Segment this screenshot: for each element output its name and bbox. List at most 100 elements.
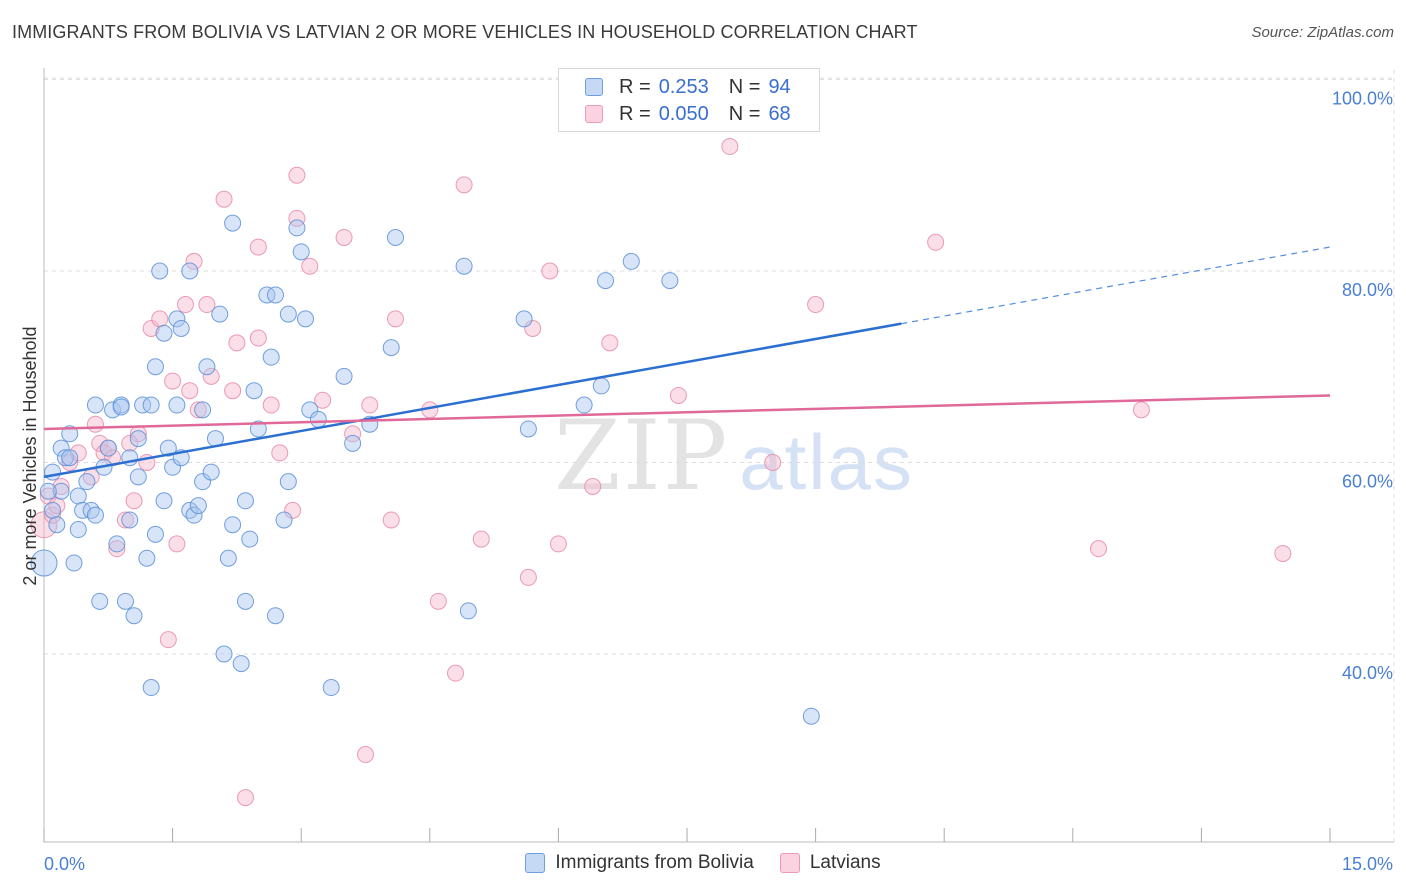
legend-r-label: R =	[619, 102, 651, 125]
bolivia-point	[387, 228, 405, 246]
bolivia-point	[211, 305, 229, 323]
bolivia-point	[301, 401, 319, 419]
bolivia-point	[519, 420, 537, 438]
bolivia-point	[459, 602, 477, 620]
bolivia-point	[146, 358, 164, 376]
latvian-point	[125, 492, 143, 510]
latvian-point	[584, 477, 602, 495]
y-tick-label: 40.0%	[1342, 663, 1393, 683]
latvian-points	[30, 138, 1292, 807]
bolivia-point	[155, 492, 173, 510]
y-tick-label: 80.0%	[1342, 280, 1393, 300]
latvian-point	[168, 535, 186, 553]
bolivia-point	[194, 401, 212, 419]
latvian-trend-line	[43, 394, 1331, 431]
bolivia-point	[275, 511, 293, 529]
latvian-point	[44, 506, 62, 524]
latvian-point	[1274, 544, 1292, 562]
grid-lines	[44, 70, 1395, 842]
latvian-point	[202, 367, 220, 385]
legend-label-bolivia: Immigrants from Bolivia	[555, 852, 754, 873]
bolivia-swatch	[525, 853, 546, 873]
bolivia-point	[232, 655, 250, 673]
legend-n-label: N =	[728, 75, 761, 98]
bolivia-point	[296, 310, 314, 328]
latvian-point	[288, 209, 306, 227]
latvian-point	[344, 425, 362, 443]
legend-r-value: 0.050	[658, 102, 709, 125]
bolivia-point	[802, 707, 820, 725]
latvian-point	[314, 391, 332, 409]
legend-n-label: N =	[728, 102, 761, 125]
bolivia-point	[335, 367, 353, 385]
latvian-point	[357, 746, 374, 764]
latvian-point	[601, 334, 619, 352]
bolivia-point	[245, 382, 263, 400]
bolivia-point	[74, 501, 92, 519]
x-tick-label-max: 15.0%	[1342, 854, 1393, 874]
trend-lines	[43, 246, 1331, 479]
y-axis-label: 2 or more Vehicles in Household	[20, 326, 40, 585]
bolivia-point	[597, 272, 615, 290]
axes	[43, 68, 1394, 843]
bolivia-point	[382, 339, 400, 357]
legend-n-value: 94	[768, 75, 791, 98]
latvian-point	[807, 296, 825, 314]
latvian-point	[262, 396, 280, 414]
bolivia-point	[262, 348, 280, 366]
bolivia-point	[69, 521, 87, 539]
bolivia-point	[236, 492, 254, 510]
bolivia-swatch	[585, 78, 603, 96]
latvian-point	[198, 296, 216, 314]
latvian-point	[429, 592, 447, 610]
bolivia-point	[292, 243, 310, 261]
bolivia-point	[219, 549, 237, 567]
series-legend: Immigrants from Bolivia Latvians	[0, 852, 1406, 874]
tick-labels: 40.0% 60.0% 80.0% 100.0% 0.0% 15.0%	[44, 89, 1393, 875]
bolivia-point	[224, 516, 242, 534]
latvian-point	[301, 257, 319, 275]
latvian-point	[927, 233, 945, 251]
latvian-point	[189, 401, 207, 419]
legend-row-latvian: R = 0.050 N = 68	[585, 101, 791, 127]
latvian-point	[224, 382, 242, 400]
latvian-point	[69, 444, 87, 462]
bolivia-point	[224, 214, 242, 232]
bolivia-point	[236, 592, 254, 610]
latvian-point	[249, 238, 267, 256]
bolivia-point	[138, 549, 156, 567]
bolivia-point	[134, 396, 152, 414]
latvian-point	[447, 664, 465, 682]
latvian-point	[288, 166, 306, 184]
watermark: ZIP atlas	[554, 400, 914, 512]
latvian-point	[541, 262, 559, 280]
latvian-point	[335, 228, 353, 246]
latvian-point	[472, 530, 490, 548]
bolivia-point	[86, 506, 104, 524]
legend-row-bolivia: R = 0.253 N = 94	[585, 74, 791, 100]
bolivia-point	[125, 607, 143, 625]
legend-item-bolivia: Immigrants from Bolivia	[525, 852, 754, 874]
bolivia-point	[215, 645, 233, 663]
bolivia-point	[159, 439, 177, 457]
bolivia-point	[142, 679, 160, 697]
bolivia-point	[279, 305, 297, 323]
bolivia-point	[30, 549, 58, 577]
bolivia-point	[44, 501, 62, 519]
bolivia-point	[266, 607, 284, 625]
bolivia-point	[61, 449, 79, 467]
y-tick-label: 100.0%	[1332, 89, 1393, 109]
latvian-point	[86, 415, 104, 433]
latvian-point	[151, 310, 169, 328]
latvian-point	[764, 454, 782, 471]
bolivia-point	[258, 286, 276, 304]
bolivia-point	[116, 592, 134, 610]
latvian-swatch	[779, 853, 800, 873]
bolivia-point	[322, 679, 340, 697]
bolivia-point	[202, 463, 220, 481]
bolivia-point	[99, 439, 117, 457]
bolivia-point	[279, 473, 297, 491]
latvian-point	[271, 444, 289, 462]
legend-r-value: 0.253	[658, 75, 709, 98]
bolivia-point	[129, 430, 147, 448]
